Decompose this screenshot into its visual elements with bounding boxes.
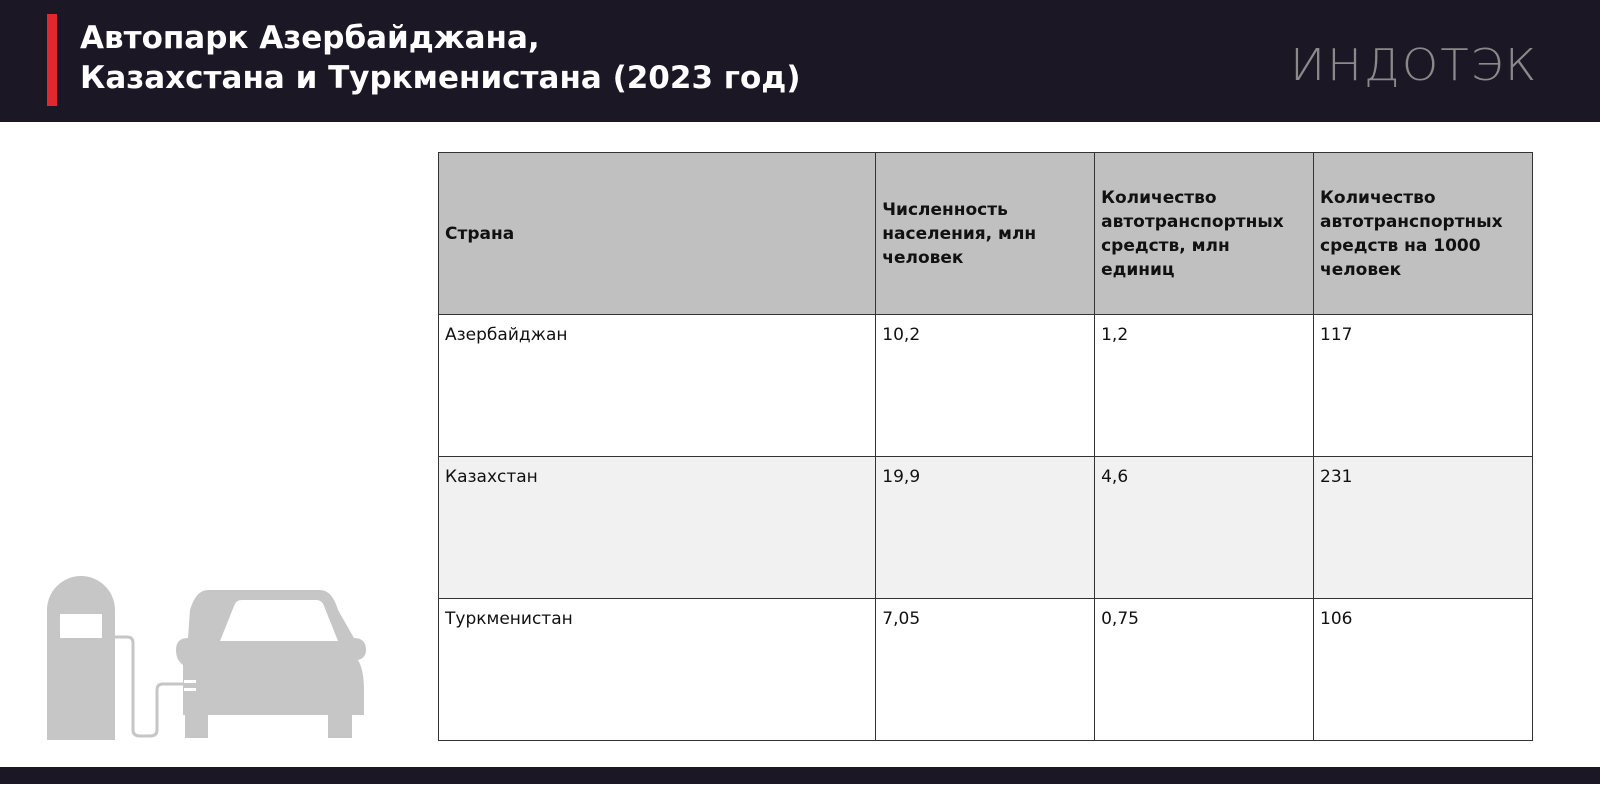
cell-vehicles: 1,2 bbox=[1094, 314, 1315, 457]
column-header-vehicles-per-1000: Количество автотранспортных средств на 1… bbox=[1313, 152, 1533, 315]
column-header-vehicles: Количество автотранспортных средств, млн… bbox=[1094, 152, 1315, 315]
data-table: Страна Численность населения, млн челове… bbox=[437, 152, 1533, 741]
cell-population: 19,9 bbox=[875, 456, 1096, 599]
cell-country: Казахстан bbox=[437, 456, 877, 599]
logo: ИНДОТЭК bbox=[1290, 40, 1539, 91]
accent-bar bbox=[47, 14, 57, 106]
footer-bar bbox=[0, 767, 1600, 784]
cell-country: Туркменистан bbox=[437, 598, 877, 741]
table-row: Азербайджан 10,2 1,2 117 bbox=[437, 314, 1533, 457]
cell-vehicles-per-1000: 117 bbox=[1313, 314, 1533, 457]
cell-vehicles: 4,6 bbox=[1094, 456, 1315, 599]
cell-country: Азербайджан bbox=[437, 314, 877, 457]
column-header-population: Численность населения, млн человек bbox=[875, 152, 1096, 315]
cell-vehicles: 0,75 bbox=[1094, 598, 1315, 741]
fuel-pump-car-icon bbox=[47, 576, 366, 740]
cell-population: 7,05 bbox=[875, 598, 1096, 741]
table-header-row: Страна Численность населения, млн челове… bbox=[437, 152, 1533, 315]
title-line-1: Автопарк Азербайджана, bbox=[80, 20, 540, 56]
title-line-2: Казахстана и Туркменистана (2023 год) bbox=[80, 60, 801, 96]
table-row: Казахстан 19,9 4,6 231 bbox=[437, 456, 1533, 599]
cell-population: 10,2 bbox=[875, 314, 1096, 457]
cell-vehicles-per-1000: 231 bbox=[1313, 456, 1533, 599]
header: Автопарк Азербайджана, Казахстана и Турк… bbox=[0, 0, 1600, 122]
page-title: Автопарк Азербайджана, Казахстана и Турк… bbox=[80, 18, 801, 98]
cell-vehicles-per-1000: 106 bbox=[1313, 598, 1533, 741]
table-row: Туркменистан 7,05 0,75 106 bbox=[437, 598, 1533, 741]
column-header-country: Страна bbox=[437, 152, 877, 315]
